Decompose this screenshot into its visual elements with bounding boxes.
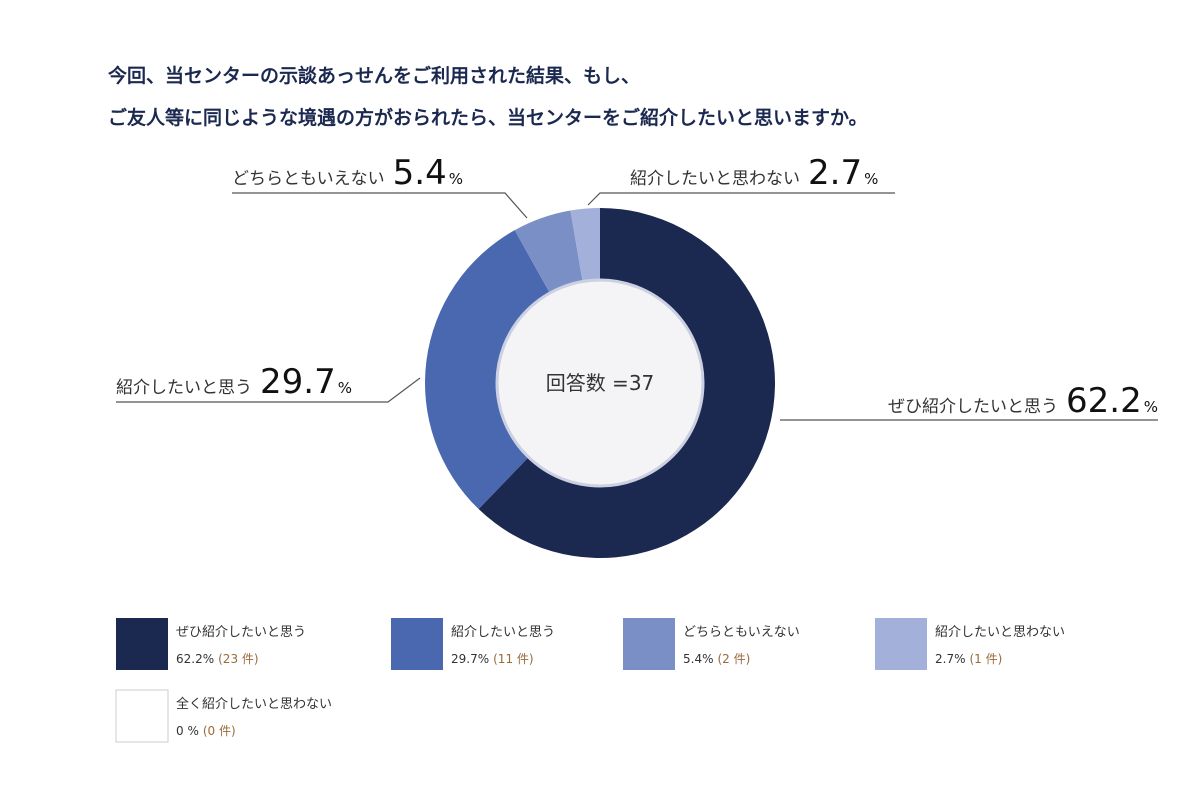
legend-label-4: 紹介したいと思わない (935, 625, 1065, 640)
legend-swatch-2 (391, 618, 443, 670)
donut-slice-3 (514, 210, 584, 301)
legend-count-3: (2 件) (718, 652, 751, 666)
legend-percent-3: 5.4% (683, 652, 714, 666)
legend-swatch-3 (623, 618, 675, 670)
legend-count-1: (23 件) (218, 652, 258, 666)
callout-2: 紹介したいと思う 29.7% (116, 362, 352, 402)
legend-label-1: ぜひ紹介したいと思う (176, 625, 306, 640)
legend-count-2: (11 件) (493, 652, 533, 666)
callout-value-1: 62.2 (1066, 381, 1142, 421)
callout-label-1: ぜひ紹介したいと思う (888, 397, 1058, 417)
callout-value-2: 29.7 (260, 362, 336, 402)
callout-label-4: 紹介したいと思わない (630, 169, 800, 189)
callout-leader-4 (587, 192, 895, 206)
callout-unit-3: % (449, 170, 463, 188)
callouts: ぜひ紹介したいと思う 62.2 % 紹介したいと思う 29.7 % どちらともいえない 5.4… (116, 153, 1158, 421)
legend-value-4: 2.7% (1 件) (935, 652, 1002, 666)
callout-unit-2: % (338, 379, 352, 397)
center-label: 回答数 =37 (546, 371, 655, 395)
donut-slice-4 (570, 208, 600, 290)
legend-count-4: (1 件) (970, 652, 1003, 666)
legend-percent-1: 62.2% (176, 652, 214, 666)
legend-value-5: 0 % (0 件) (176, 724, 236, 738)
legend: ぜひ紹介したいと思う 62.2% (23 件) 紹介したいと思う 29.7% (11 件)… (115, 618, 1065, 743)
donut-center-disc (495, 278, 705, 488)
callout-leader-3 (232, 192, 528, 219)
legend-swatch-1 (116, 618, 168, 670)
callout-unit-1: % (1144, 398, 1158, 416)
callout-leader-2 (116, 377, 421, 403)
legend-item-1: ぜひ紹介したいと思う 62.2% (23 件) (116, 618, 306, 670)
legend-value-3: 5.4% (2 件) (683, 652, 750, 666)
legend-label-2: 紹介したいと思う (451, 625, 555, 640)
callout-4: 紹介したいと思わない 2.7% (630, 153, 878, 193)
legend-label-5: 全く紹介したいと思わない (176, 696, 332, 712)
legend-percent-5: 0 % (176, 724, 199, 738)
callout-3: どちらともいえない 5.4% (232, 153, 463, 193)
legend-percent-4: 2.7% (935, 652, 966, 666)
legend-label-3: どちらともいえない (683, 625, 800, 640)
legend-item-3: どちらともいえない 5.4% (2 件) (623, 618, 800, 670)
callout-label-3: どちらともいえない (232, 169, 385, 189)
chart-title-line-1: 今回、当センターの示談あっせんをご利用された結果、もし、 (107, 64, 640, 87)
legend-swatch-4 (875, 618, 927, 670)
callout-unit-4: % (864, 170, 878, 188)
legend-value-1: 62.2% (23 件) (176, 652, 259, 666)
callout-value-4: 2.7 (808, 153, 862, 193)
callout-value-3: 5.4 (393, 153, 447, 193)
legend-value-2: 29.7% (11 件) (451, 652, 534, 666)
legend-item-4: 紹介したいと思わない 2.7% (1 件) (875, 618, 1065, 670)
callout-1: ぜひ紹介したいと思う 62.2% (888, 381, 1158, 421)
callout-label-2: 紹介したいと思う (116, 378, 252, 398)
legend-item-2: 紹介したいと思う 29.7% (11 件) (391, 618, 555, 670)
legend-swatch-5 (115, 689, 169, 743)
chart-title-line-2: ご友人等に同じような境遇の方がおられたら、当センターをご紹介したいと思いますか。 (108, 106, 868, 129)
legend-percent-2: 29.7% (451, 652, 489, 666)
legend-count-5: (0 件) (203, 724, 236, 738)
legend-item-5: 全く紹介したいと思わない 0 % (0 件) (115, 689, 332, 743)
